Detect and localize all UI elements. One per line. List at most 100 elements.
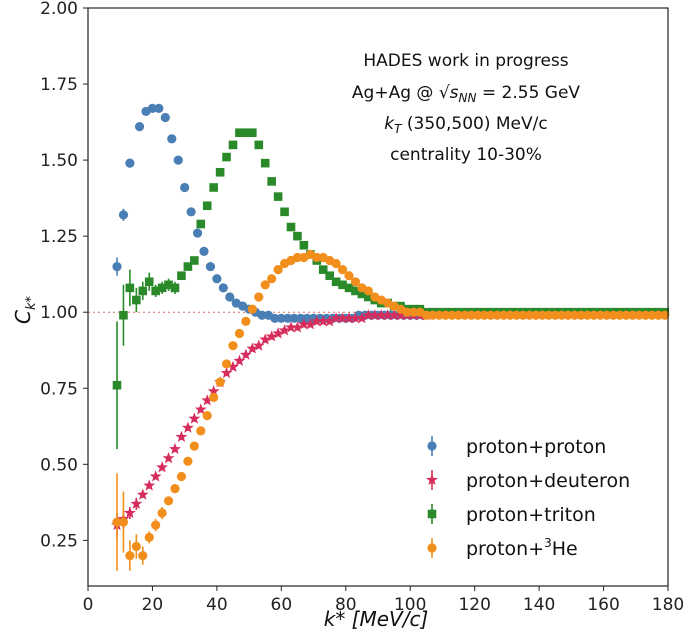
data-point <box>302 313 312 323</box>
y-tick-label: 0.25 <box>40 531 78 551</box>
x-tick-label: 80 <box>335 595 357 615</box>
data-point <box>293 231 302 241</box>
data-point <box>364 292 373 302</box>
data-point <box>312 252 322 263</box>
x-tick-label: 20 <box>142 595 164 615</box>
data-point <box>330 312 343 324</box>
data-point <box>202 411 212 421</box>
data-point <box>177 271 186 281</box>
data-point <box>183 262 193 271</box>
data-point <box>349 312 362 324</box>
data-point <box>151 286 160 296</box>
data-point <box>173 155 183 165</box>
legend-label: proton+proton <box>466 436 606 458</box>
data-point <box>660 310 670 320</box>
annotation-line-2-pre: Ag+Ag @ <box>352 83 439 103</box>
data-point <box>479 310 489 320</box>
data-point <box>205 261 216 272</box>
data-point <box>304 318 317 330</box>
data-point <box>112 261 122 272</box>
data-point <box>218 283 228 293</box>
data-point <box>239 348 252 360</box>
data-point <box>292 252 303 263</box>
data-point <box>343 312 355 324</box>
data-point <box>119 310 128 320</box>
data-point <box>215 167 225 177</box>
x-tick-label: 140 <box>523 595 555 615</box>
data-point <box>362 309 375 321</box>
data-point <box>640 310 651 320</box>
data-point <box>138 550 148 561</box>
data-point <box>260 280 270 290</box>
annotation-line-4: centrality 10-30% <box>390 145 542 165</box>
data-point <box>252 339 265 351</box>
data-point <box>344 271 354 281</box>
data-point <box>259 333 272 345</box>
data-point <box>241 128 251 138</box>
data-point <box>285 321 297 333</box>
data-point <box>505 310 515 320</box>
data-point <box>550 310 560 320</box>
data-point <box>199 246 209 256</box>
data-point <box>563 310 573 320</box>
legend-marker <box>426 473 438 486</box>
data-point <box>621 310 631 320</box>
y-tick-label: 0.75 <box>40 379 78 399</box>
data-point <box>196 426 206 436</box>
series-1 <box>111 309 433 538</box>
data-point <box>160 112 170 123</box>
data-point <box>589 310 599 320</box>
data-point <box>273 192 283 201</box>
x-tick-label: 60 <box>271 595 293 615</box>
data-point <box>235 128 244 138</box>
data-point <box>363 286 373 296</box>
data-point <box>234 328 245 339</box>
data-point <box>220 366 233 379</box>
x-tick-label: 180 <box>652 595 684 615</box>
data-point <box>296 313 306 323</box>
data-point <box>169 442 181 455</box>
data-point <box>247 304 257 314</box>
data-point <box>164 280 173 290</box>
legend-item-0: proton+proton <box>427 436 606 458</box>
data-point <box>180 182 190 193</box>
data-point <box>248 128 257 138</box>
data-point <box>336 312 349 324</box>
data-point <box>190 256 199 265</box>
data-point <box>188 412 201 424</box>
y-tick-label: 1.25 <box>40 227 78 247</box>
data-point <box>207 385 220 397</box>
data-point <box>576 310 586 320</box>
data-point <box>176 471 187 482</box>
data-point <box>441 310 451 320</box>
data-point <box>276 313 286 323</box>
data-point <box>286 222 296 232</box>
x-tick-label: 40 <box>206 595 228 615</box>
data-point <box>289 313 299 323</box>
data-point <box>222 152 231 162</box>
data-point <box>134 122 145 132</box>
data-point <box>125 550 135 561</box>
data-point <box>181 421 194 433</box>
y-tick-label: 0.50 <box>40 455 78 475</box>
data-point <box>602 310 612 320</box>
data-point <box>212 274 222 284</box>
data-point <box>381 309 394 321</box>
plot-area <box>88 103 670 571</box>
data-point <box>627 310 638 320</box>
data-point <box>175 430 188 442</box>
data-point <box>388 309 401 321</box>
data-point <box>428 310 438 320</box>
y-tick-label: 1.50 <box>40 151 78 171</box>
data-point <box>192 228 203 238</box>
data-point <box>344 283 354 293</box>
data-point <box>357 289 367 299</box>
data-point <box>267 274 277 284</box>
data-point <box>136 488 149 500</box>
data-point <box>499 310 509 320</box>
data-point <box>273 265 283 275</box>
data-point <box>157 508 167 518</box>
data-point <box>537 310 547 320</box>
legend-item-1: proton+deuteron <box>426 470 630 492</box>
x-tick-label: 160 <box>587 595 619 615</box>
